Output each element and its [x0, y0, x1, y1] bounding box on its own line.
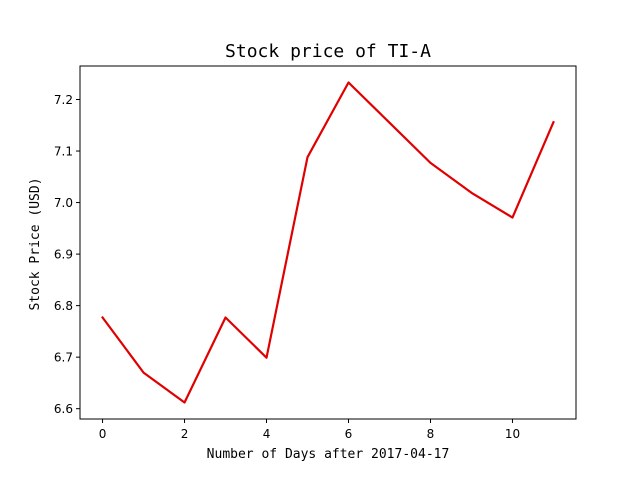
x-tick-label: 0	[99, 427, 107, 441]
plot-area: 0 2 4 6 8 10 6.6 6.7 6.8 6.9 7.0 7.1 7.2	[54, 65, 577, 441]
x-axis-ticks: 0 2 4 6 8 10	[99, 419, 520, 441]
y-tick-label: 7.2	[54, 93, 73, 107]
plot-frame	[79, 65, 577, 420]
x-tick-label: 4	[263, 427, 271, 441]
x-tick-label: 6	[345, 427, 353, 441]
y-tick-label: 6.6	[54, 402, 73, 416]
y-tick-label: 6.8	[54, 299, 73, 313]
y-axis-label: Stock Price (USD)	[28, 177, 43, 310]
y-tick-label: 6.9	[54, 248, 73, 262]
y-axis-ticks: 6.6 6.7 6.8 6.9 7.0 7.1 7.2	[54, 93, 80, 416]
series-line	[101, 81, 555, 404]
y-tick-label: 6.7	[54, 351, 73, 365]
y-tick-label: 7.0	[54, 196, 73, 210]
y-tick-label: 7.1	[54, 145, 73, 159]
chart-title: Stock price of TI-A	[225, 41, 431, 62]
series-layer	[101, 81, 555, 404]
x-tick-label: 10	[505, 427, 520, 441]
x-tick-label: 2	[181, 427, 189, 441]
x-axis-label: Number of Days after 2017-04-17	[207, 447, 450, 462]
x-tick-label: 8	[427, 427, 435, 441]
